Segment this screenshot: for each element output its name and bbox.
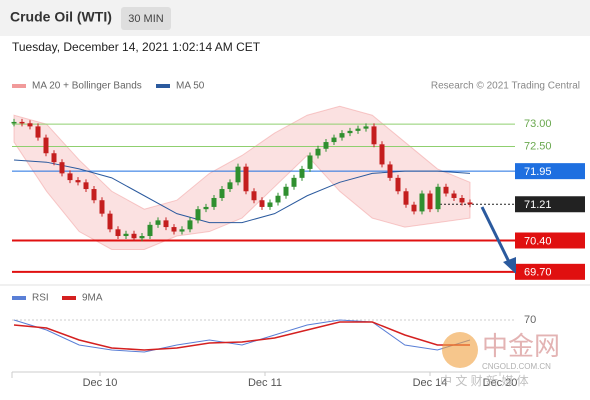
candle bbox=[123, 233, 129, 237]
level-label: 72.50 bbox=[524, 140, 552, 152]
legend-swatch bbox=[156, 84, 170, 88]
candle bbox=[195, 209, 201, 221]
candle bbox=[91, 189, 97, 201]
chart-title: Crude Oil (WTI) bbox=[10, 9, 112, 25]
candle bbox=[363, 126, 369, 129]
level-box bbox=[515, 196, 585, 213]
candle bbox=[51, 153, 57, 163]
level-label: 69.70 bbox=[524, 267, 552, 279]
watermark: 中金网 bbox=[482, 331, 560, 361]
rsi-tick-label: 70 bbox=[524, 314, 536, 326]
candle bbox=[283, 186, 289, 196]
candle bbox=[59, 162, 65, 174]
level-label: 70.40 bbox=[524, 235, 552, 247]
candle bbox=[75, 180, 81, 183]
candle bbox=[203, 206, 209, 210]
candle bbox=[147, 224, 153, 237]
forecast-arrow bbox=[480, 206, 512, 265]
legend-label: MA 20 + Bollinger Bands bbox=[32, 81, 142, 92]
watermark: 中 文 财 新 媒 体 bbox=[440, 373, 529, 388]
candle bbox=[339, 133, 345, 138]
x-tick-label: Dec 11 bbox=[248, 377, 282, 389]
candle bbox=[235, 166, 241, 183]
candle bbox=[379, 144, 385, 165]
candle bbox=[387, 164, 393, 178]
candle bbox=[19, 121, 25, 124]
candle bbox=[251, 191, 257, 201]
candle bbox=[403, 191, 409, 205]
candle bbox=[315, 148, 321, 156]
legend-swatch bbox=[12, 296, 26, 300]
candle bbox=[451, 193, 457, 198]
candle bbox=[99, 200, 105, 214]
candle bbox=[331, 137, 337, 143]
level-box bbox=[515, 232, 585, 249]
candle bbox=[27, 123, 33, 127]
candle bbox=[155, 220, 161, 225]
candle bbox=[187, 220, 193, 230]
ma50-line bbox=[13, 159, 471, 224]
level-label: 73.00 bbox=[524, 118, 552, 130]
legend-swatch bbox=[12, 84, 26, 88]
level-box bbox=[515, 263, 585, 280]
candle bbox=[395, 177, 401, 192]
candle bbox=[35, 126, 41, 138]
candle bbox=[243, 166, 249, 192]
candle bbox=[139, 236, 145, 239]
candle bbox=[171, 227, 177, 232]
candle bbox=[419, 193, 425, 212]
header-bar bbox=[0, 0, 590, 36]
rsi-line bbox=[13, 321, 470, 351]
candle bbox=[259, 200, 265, 207]
candle bbox=[227, 182, 233, 190]
candle bbox=[115, 229, 121, 237]
x-tick-label: Dec 20 bbox=[483, 377, 518, 389]
candle bbox=[459, 197, 465, 203]
legend-label: 9MA bbox=[82, 293, 103, 304]
candle bbox=[83, 182, 89, 190]
candle bbox=[427, 193, 433, 210]
legend-label: RSI bbox=[32, 293, 49, 304]
candle bbox=[411, 204, 417, 212]
candle bbox=[43, 137, 49, 154]
level-label: 71.21 bbox=[524, 199, 552, 211]
bollinger-band bbox=[13, 105, 471, 250]
candle bbox=[67, 173, 73, 181]
candle bbox=[435, 186, 441, 210]
legend-label: MA 50 bbox=[176, 81, 205, 92]
candle bbox=[299, 168, 305, 178]
credit: Research © 2021 Trading Central bbox=[431, 81, 580, 92]
candle bbox=[163, 220, 169, 228]
candle bbox=[467, 202, 473, 205]
candle bbox=[211, 197, 217, 207]
forecast-arrowhead bbox=[503, 257, 516, 274]
legend-swatch bbox=[62, 296, 76, 300]
candle bbox=[179, 229, 185, 232]
level-label: 71.95 bbox=[524, 166, 552, 178]
timeframe-badge[interactable] bbox=[121, 7, 171, 30]
candle bbox=[107, 213, 113, 230]
level-box bbox=[515, 163, 585, 180]
candle bbox=[219, 189, 225, 198]
candle bbox=[11, 121, 17, 124]
x-tick-label: Dec 10 bbox=[83, 377, 118, 389]
candle bbox=[443, 186, 449, 194]
watermark-logo bbox=[442, 332, 478, 368]
candle bbox=[275, 195, 281, 203]
candle bbox=[267, 202, 273, 207]
candle bbox=[323, 142, 329, 149]
rsi-line bbox=[13, 319, 471, 353]
candle bbox=[307, 155, 313, 169]
timeframe[interactable]: 30 MIN bbox=[128, 13, 164, 25]
x-tick-label: Dec 14 bbox=[413, 377, 448, 389]
candle bbox=[371, 126, 377, 145]
watermark: CNGOLD.COM.CN bbox=[482, 362, 551, 371]
candle bbox=[131, 233, 137, 239]
subtitle: Tuesday, December 14, 2021 1:02:14 AM CE… bbox=[12, 40, 261, 54]
candle bbox=[355, 128, 361, 131]
candle bbox=[347, 130, 353, 134]
candle bbox=[291, 177, 297, 187]
